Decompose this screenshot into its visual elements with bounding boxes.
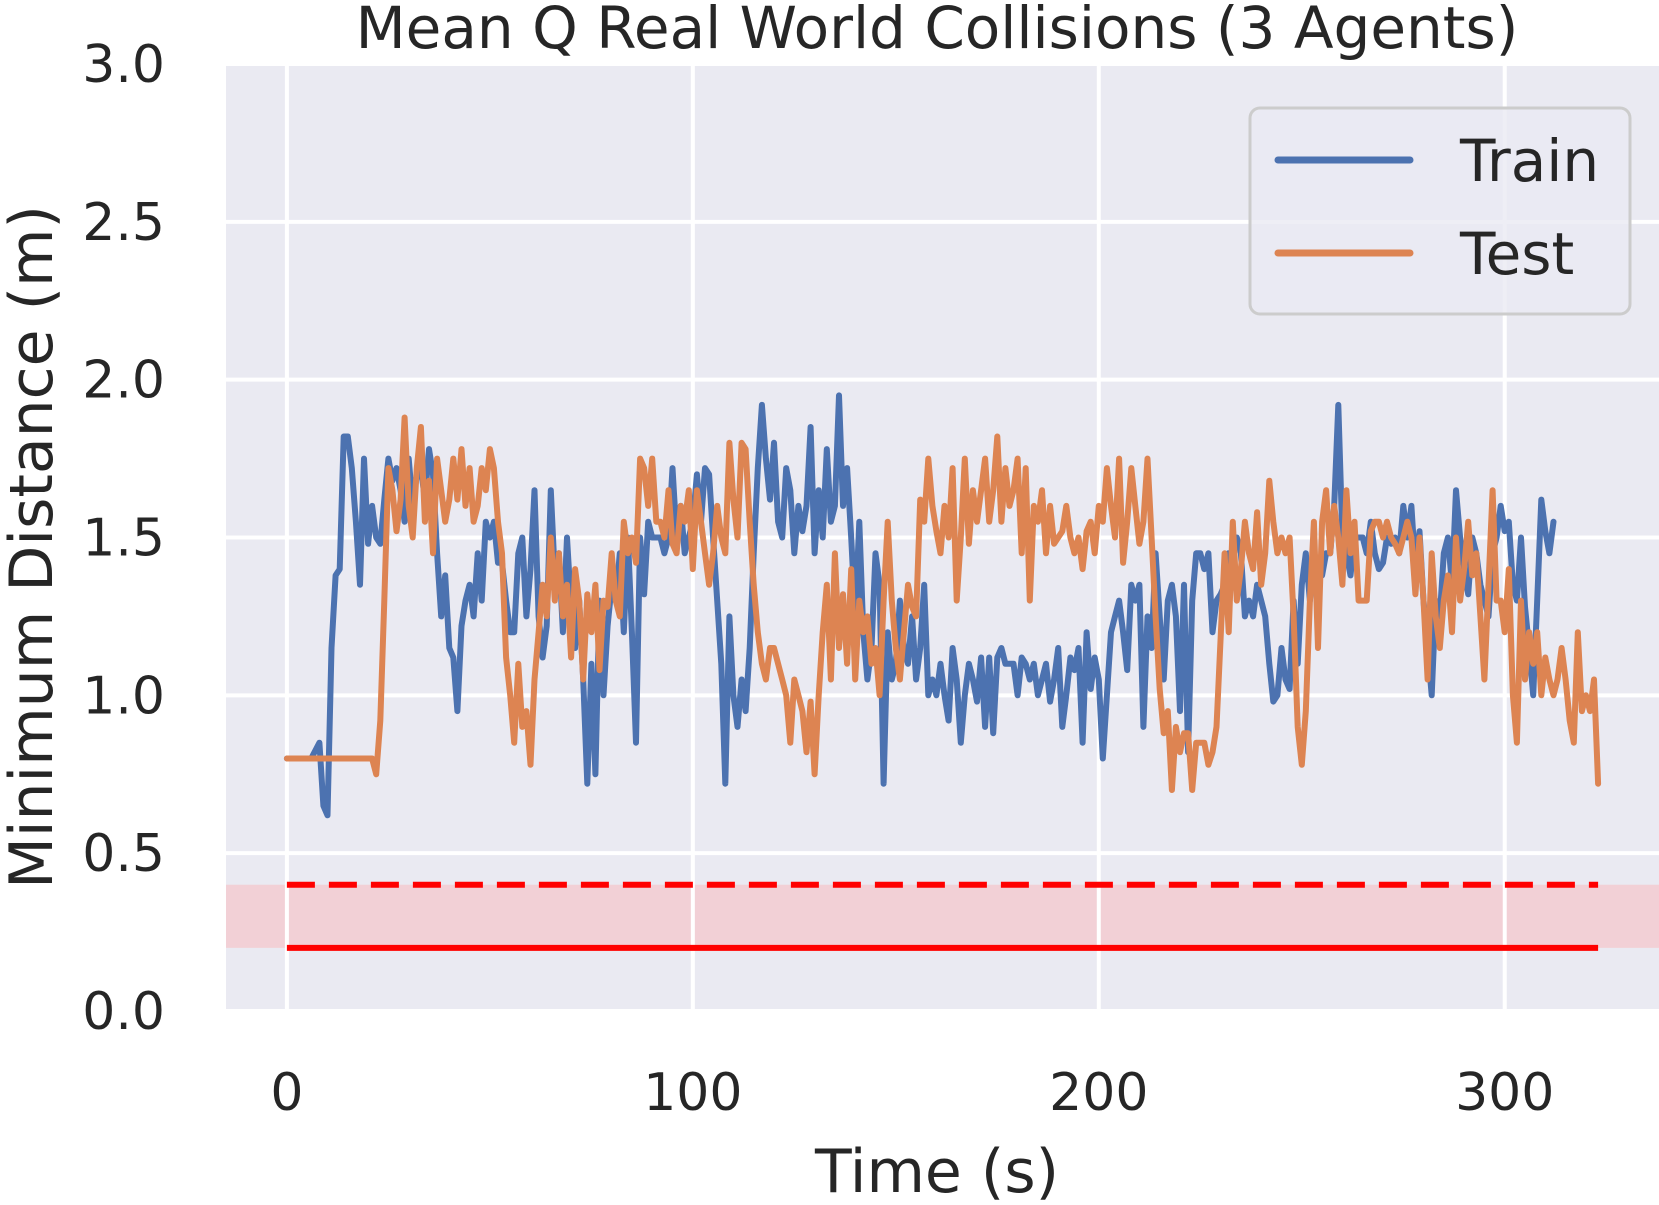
y-tick-labels: 0.0 0.5 1.0 1.5 2.0 2.5 3.0 [82,35,165,1042]
x-tick-label: 300 [1455,1063,1554,1123]
legend: Train Test [1248,106,1632,316]
y-tick-label: 1.5 [82,509,165,569]
x-tick-label: 100 [643,1063,742,1123]
series-layer [283,392,1602,819]
chart-title: Mean Q Real World Collisions (3 Agents) [356,0,1519,62]
x-tick-label: 0 [270,1063,303,1123]
x-tick-label: 200 [1049,1063,1148,1123]
reference-lines-layer [286,881,1599,951]
safety-band [226,884,1659,948]
legend-label-train: Train [1459,127,1599,195]
y-axis-title: Minimum Distance (m) [0,205,67,889]
y-tick-label: 0.0 [82,982,165,1042]
series-line-test [283,414,1602,793]
x-tick-labels: 0 100 200 300 [270,1063,1554,1123]
y-tick-label: 2.5 [82,193,165,253]
legend-label-test: Test [1459,220,1574,288]
safety-band-layer [226,884,1659,948]
y-tick-label: 0.5 [82,824,165,884]
x-axis-title: Time (s) [814,1137,1059,1205]
y-tick-label: 3.0 [82,35,165,95]
y-tick-label: 2.0 [82,351,165,411]
y-tick-label: 1.0 [82,666,165,726]
